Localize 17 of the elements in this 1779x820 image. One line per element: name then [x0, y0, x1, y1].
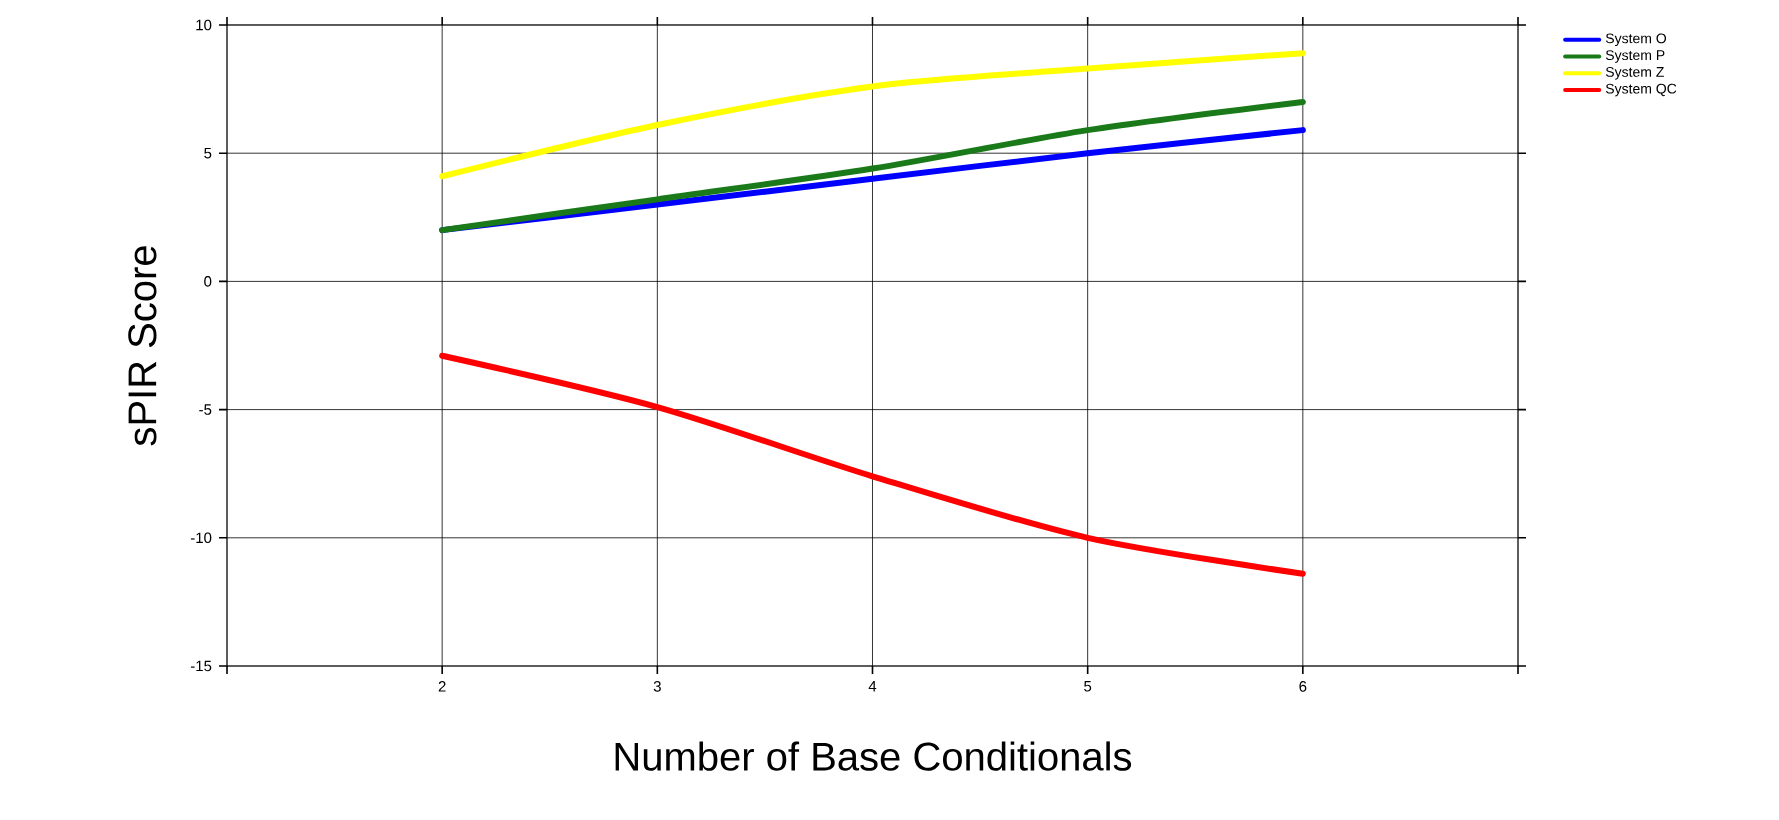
y-tick-label: -15: [190, 660, 212, 672]
x-tick-label: 6: [1299, 681, 1307, 692]
x-tick-label: 5: [1084, 681, 1092, 692]
legend-label: System QC: [1605, 83, 1677, 97]
y-tick-label: -5: [199, 404, 212, 415]
x-axis-title: Number of Base Conditionals: [615, 741, 1132, 771]
legend-label: System O: [1605, 33, 1667, 47]
legend-label: System Z: [1605, 66, 1664, 80]
x-tick-label: 4: [868, 681, 877, 692]
legend-label: System P: [1605, 50, 1665, 63]
x-tick-label: 3: [653, 681, 661, 692]
y-tick-label: 5: [204, 147, 212, 159]
y-tick-label: 0: [204, 276, 212, 287]
y-tick-label: -10: [190, 532, 212, 544]
x-tick-label: 2: [438, 681, 446, 692]
y-axis-title: sPIR Score: [128, 246, 157, 446]
y-tick-label: 10: [196, 19, 212, 31]
